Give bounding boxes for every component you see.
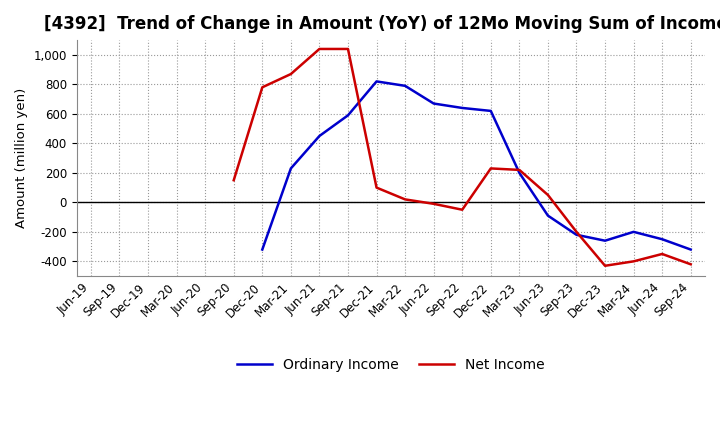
Ordinary Income [544, 213, 552, 218]
Net Income [458, 207, 467, 213]
Ordinary Income [429, 101, 438, 106]
Net Income [686, 262, 695, 267]
Ordinary Income [629, 229, 638, 235]
Ordinary Income [258, 247, 266, 252]
Net Income [658, 251, 667, 257]
Net Income [287, 71, 295, 77]
Title: [4392]  Trend of Change in Amount (YoY) of 12Mo Moving Sum of Incomes: [4392] Trend of Change in Amount (YoY) o… [44, 15, 720, 33]
Net Income [487, 166, 495, 171]
Net Income [315, 46, 324, 51]
Net Income [343, 46, 352, 51]
Y-axis label: Amount (million yen): Amount (million yen) [15, 88, 28, 228]
Net Income [572, 229, 581, 235]
Ordinary Income [487, 108, 495, 114]
Ordinary Income [600, 238, 609, 243]
Ordinary Income [287, 166, 295, 171]
Ordinary Income [458, 105, 467, 110]
Ordinary Income [515, 170, 523, 176]
Net Income [258, 84, 266, 90]
Ordinary Income [572, 232, 581, 238]
Net Income [515, 167, 523, 172]
Net Income [629, 259, 638, 264]
Ordinary Income [658, 237, 667, 242]
Ordinary Income [372, 79, 381, 84]
Net Income [600, 263, 609, 268]
Net Income [401, 197, 410, 202]
Net Income [429, 201, 438, 206]
Net Income [230, 178, 238, 183]
Net Income [544, 192, 552, 198]
Line: Net Income: Net Income [234, 49, 690, 266]
Net Income [372, 185, 381, 190]
Legend: Ordinary Income, Net Income: Ordinary Income, Net Income [231, 352, 550, 378]
Ordinary Income [315, 133, 324, 139]
Ordinary Income [686, 247, 695, 252]
Ordinary Income [401, 83, 410, 88]
Line: Ordinary Income: Ordinary Income [262, 81, 690, 249]
Ordinary Income [343, 113, 352, 118]
